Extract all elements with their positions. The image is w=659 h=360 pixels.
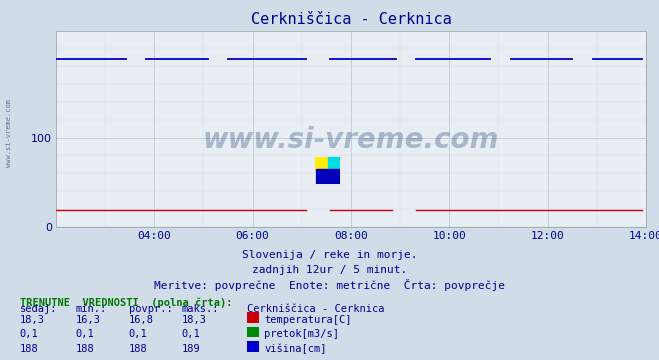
Text: 18,3: 18,3 — [181, 315, 206, 325]
Text: 16,8: 16,8 — [129, 315, 154, 325]
Text: www.si-vreme.com: www.si-vreme.com — [5, 99, 12, 167]
Text: sedaj:: sedaj: — [20, 304, 57, 314]
Bar — [315, 157, 328, 170]
Text: 0,1: 0,1 — [76, 329, 94, 339]
Text: višina[cm]: višina[cm] — [264, 344, 327, 354]
Text: Cerkniščica - Cerknica: Cerkniščica - Cerknica — [247, 304, 385, 314]
Bar — [328, 157, 340, 170]
Text: Meritve: povprečne  Enote: metrične  Črta: povprečje: Meritve: povprečne Enote: metrične Črta:… — [154, 279, 505, 291]
Text: www.si-vreme.com: www.si-vreme.com — [203, 126, 499, 154]
Text: 18,3: 18,3 — [20, 315, 45, 325]
Text: maks.:: maks.: — [181, 304, 219, 314]
Text: 0,1: 0,1 — [20, 329, 38, 339]
Text: temperatura[C]: temperatura[C] — [264, 315, 352, 325]
Title: Cerkniščica - Cerknica: Cerkniščica - Cerknica — [250, 12, 451, 27]
Text: TRENUTNE  VREDNOSTI  (polna črta):: TRENUTNE VREDNOSTI (polna črta): — [20, 297, 232, 307]
Text: 188: 188 — [76, 344, 94, 354]
Text: povpr.:: povpr.: — [129, 304, 172, 314]
Text: 16,3: 16,3 — [76, 315, 101, 325]
Text: Slovenija / reke in morje.: Slovenija / reke in morje. — [242, 250, 417, 260]
Text: pretok[m3/s]: pretok[m3/s] — [264, 329, 339, 339]
Bar — [316, 169, 339, 184]
Text: 189: 189 — [181, 344, 200, 354]
Text: zadnjih 12ur / 5 minut.: zadnjih 12ur / 5 minut. — [252, 265, 407, 275]
Text: 0,1: 0,1 — [129, 329, 147, 339]
Text: 188: 188 — [20, 344, 38, 354]
Text: 188: 188 — [129, 344, 147, 354]
Text: min.:: min.: — [76, 304, 107, 314]
Text: 0,1: 0,1 — [181, 329, 200, 339]
